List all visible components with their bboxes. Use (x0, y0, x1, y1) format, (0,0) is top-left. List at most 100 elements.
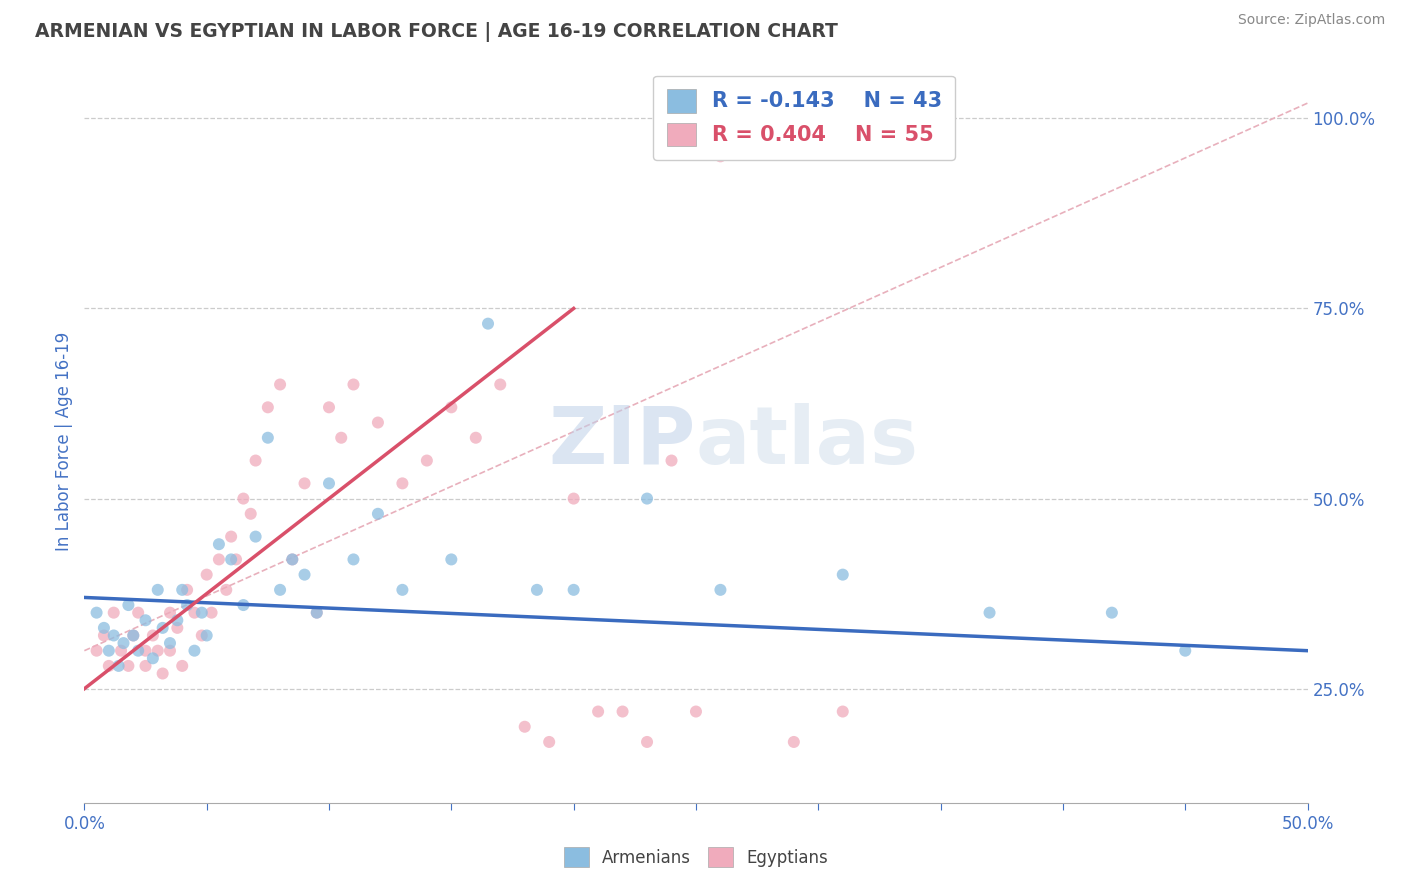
Text: ARMENIAN VS EGYPTIAN IN LABOR FORCE | AGE 16-19 CORRELATION CHART: ARMENIAN VS EGYPTIAN IN LABOR FORCE | AG… (35, 22, 838, 42)
Point (97, 659, 120, 673)
Point (734, 142, 756, 156)
Point (269, 377, 291, 392)
Point (122, 628, 145, 642)
Legend: Armenians, Egyptians: Armenians, Egyptians (557, 840, 835, 874)
Point (103, 628, 125, 642)
Point (831, 567, 853, 582)
Point (416, 453, 439, 467)
Point (195, 628, 218, 642)
Point (562, 582, 585, 597)
Point (979, 606, 1001, 620)
Point (232, 598, 254, 612)
Point (489, 377, 512, 392)
Point (93, 621, 115, 635)
Point (391, 582, 413, 597)
Point (166, 613, 188, 627)
Point (367, 507, 389, 521)
Point (146, 643, 169, 657)
Point (294, 476, 316, 491)
Point (176, 582, 198, 597)
Point (103, 606, 125, 620)
Point (107, 659, 129, 673)
Point (135, 643, 157, 657)
Point (208, 552, 231, 566)
Point (257, 401, 280, 415)
Point (305, 606, 328, 620)
Point (219, 552, 242, 566)
Point (513, 720, 536, 734)
Point (709, 582, 731, 597)
Point (93, 628, 115, 642)
Point (709, 149, 731, 163)
Point (526, 582, 548, 597)
Point (110, 643, 132, 657)
Point (464, 431, 486, 445)
Point (1174, 643, 1197, 657)
Point (159, 636, 181, 650)
Point (239, 507, 262, 521)
Point (97, 643, 120, 657)
Text: atlas: atlas (696, 402, 920, 481)
Point (142, 651, 165, 665)
Point (342, 552, 364, 566)
Point (152, 621, 174, 635)
Point (195, 567, 218, 582)
Point (245, 453, 267, 467)
Point (127, 643, 149, 657)
Text: ZIP: ZIP (548, 402, 696, 481)
Point (661, 453, 683, 467)
Point (1101, 606, 1123, 620)
Point (685, 705, 707, 719)
Point (281, 552, 304, 566)
Point (86, 643, 108, 657)
Point (152, 666, 174, 681)
Point (172, 659, 194, 673)
Point (159, 606, 181, 620)
Point (391, 476, 413, 491)
Point (538, 735, 561, 749)
Point (305, 606, 328, 620)
Point (127, 606, 149, 620)
Point (191, 606, 214, 620)
Point (477, 317, 499, 331)
Point (208, 537, 231, 551)
Point (122, 628, 145, 642)
Point (135, 659, 157, 673)
Point (86, 606, 108, 620)
Point (159, 643, 181, 657)
Point (440, 401, 463, 415)
Point (562, 491, 585, 506)
Point (225, 552, 247, 566)
Point (183, 606, 205, 620)
Point (783, 735, 806, 749)
Point (135, 613, 157, 627)
Point (215, 582, 238, 597)
Point (200, 606, 222, 620)
Point (142, 628, 165, 642)
Point (831, 705, 853, 719)
Point (183, 643, 205, 657)
Point (330, 431, 353, 445)
Point (367, 416, 389, 430)
Point (612, 705, 634, 719)
Point (191, 628, 214, 642)
Point (245, 530, 267, 544)
Y-axis label: In Labor Force | Age 16-19: In Labor Force | Age 16-19 (55, 332, 73, 551)
Point (166, 621, 188, 635)
Point (219, 530, 242, 544)
Point (112, 636, 135, 650)
Point (281, 552, 304, 566)
Point (257, 431, 280, 445)
Point (342, 377, 364, 392)
Point (232, 491, 254, 506)
Point (117, 598, 139, 612)
Point (117, 659, 139, 673)
Point (586, 705, 609, 719)
Point (294, 567, 316, 582)
Point (318, 476, 340, 491)
Point (146, 582, 169, 597)
Point (636, 491, 658, 506)
Point (269, 582, 291, 597)
Text: Source: ZipAtlas.com: Source: ZipAtlas.com (1237, 13, 1385, 28)
Point (172, 582, 194, 597)
